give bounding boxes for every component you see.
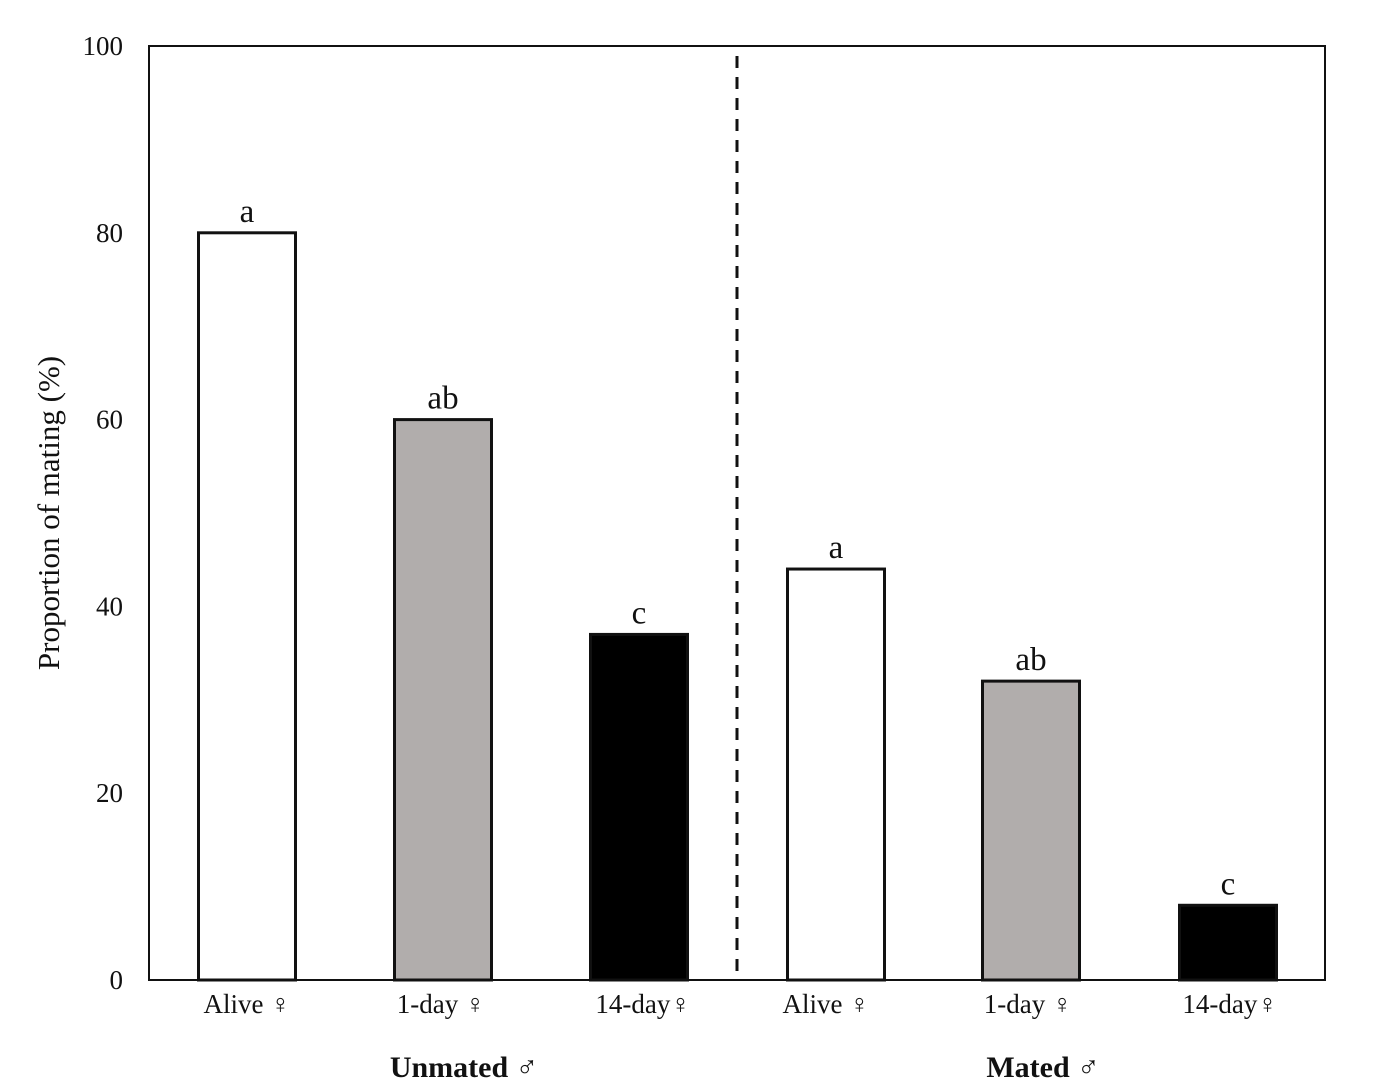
x-axis-tick-labels: Alive ♀ 1-day ♀ 14-day♀ Alive ♀ 1-day ♀ 14-da… xyxy=(204,989,1278,1019)
group-label: Unmated ♂ xyxy=(390,1051,538,1084)
x-tick-label: Alive ♀ xyxy=(783,989,870,1019)
significance-labels: a ab c a ab c xyxy=(240,194,1236,902)
x-tick-label: 1-day ♀ xyxy=(984,989,1072,1019)
x-tick-label: 14-day♀ xyxy=(1182,989,1277,1019)
significance-label: c xyxy=(1221,866,1236,902)
y-axis-title: Proportion of mating (%) xyxy=(31,356,66,670)
significance-label: c xyxy=(632,595,647,631)
bar xyxy=(1178,903,1278,982)
y-tick-label: 100 xyxy=(83,31,124,61)
bar xyxy=(589,632,689,982)
bar xyxy=(786,567,886,982)
y-tick-label: 80 xyxy=(96,218,123,248)
y-axis-ticks: 0 20 40 60 80 100 xyxy=(83,31,124,995)
group-labels: Unmated ♂ Mated ♂ xyxy=(390,1051,1100,1084)
y-tick-label: 0 xyxy=(110,965,124,995)
y-tick-label: 20 xyxy=(96,778,123,808)
x-tick-label: 1-day ♀ xyxy=(397,989,485,1019)
bar xyxy=(197,231,297,982)
significance-label: a xyxy=(240,194,255,230)
y-tick-label: 60 xyxy=(96,405,123,435)
group-label: Mated ♂ xyxy=(986,1051,1099,1084)
plot-area xyxy=(148,45,1326,981)
y-tick-label: 40 xyxy=(96,591,123,621)
bar xyxy=(981,679,1081,982)
significance-label: a xyxy=(829,530,844,566)
bars xyxy=(197,231,1278,982)
bar xyxy=(393,418,493,982)
significance-label: ab xyxy=(427,381,458,417)
x-tick-label: Alive ♀ xyxy=(204,989,291,1019)
significance-label: ab xyxy=(1015,642,1046,678)
x-tick-label: 14-day♀ xyxy=(595,989,690,1019)
